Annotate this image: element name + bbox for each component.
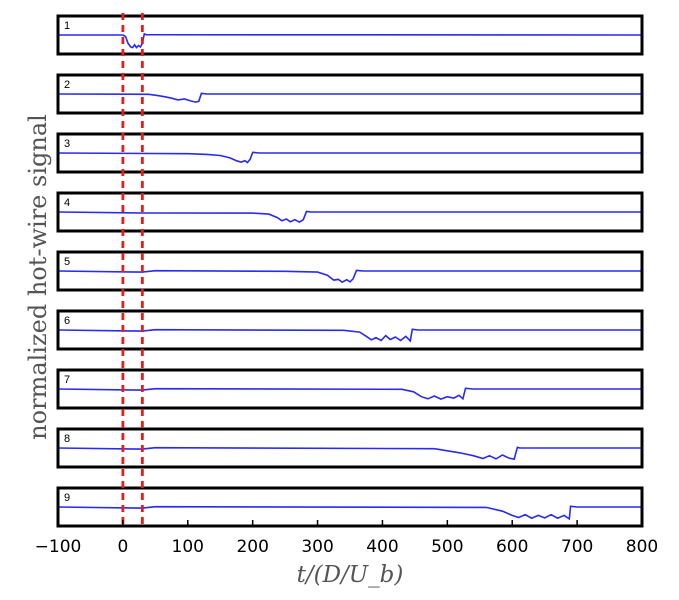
signal-trace-4	[57, 210, 642, 224]
panel-frame-9	[56, 486, 644, 528]
x-tick-label: 700	[561, 537, 593, 557]
panel-frame-7	[56, 368, 644, 410]
x-axis-ticks: −100 0 100 200 300 400 500 600 700 800	[35, 520, 658, 557]
time-markers	[121, 13, 144, 529]
traces-layer	[57, 32, 643, 521]
panel-label-6: 6	[64, 315, 70, 327]
panel-label-7: 7	[64, 374, 70, 386]
panel-label-8: 8	[64, 433, 70, 445]
panel-frame-4	[56, 191, 644, 233]
panel-label-3: 3	[64, 138, 70, 150]
x-tick-label: 300	[301, 537, 333, 557]
panel-frame-2	[56, 73, 644, 115]
panel-labels: 1 2 3 4 5 6 7 8 9	[64, 20, 70, 504]
panel-label-2: 2	[64, 79, 70, 91]
panel-label-5: 5	[64, 256, 70, 268]
signal-trace-7	[57, 387, 642, 401]
panel-frame-5	[56, 250, 644, 292]
x-tick-label: 500	[431, 537, 463, 557]
panel-frame-1	[56, 14, 644, 56]
panel-label-1: 1	[64, 20, 70, 32]
panel-label-9: 9	[64, 492, 70, 504]
x-tick-label: 800	[626, 537, 658, 557]
panel-frames	[56, 14, 644, 528]
x-tick-label: −100	[35, 537, 82, 557]
signal-trace-5	[57, 269, 642, 284]
x-tick-label: 0	[117, 537, 128, 557]
panel-frame-6	[56, 309, 644, 351]
x-axis-label: t/(D/U_b)	[297, 562, 404, 588]
signal-trace-3	[57, 151, 642, 164]
signal-trace-8	[57, 446, 642, 461]
signal-trace-2	[57, 92, 642, 103]
signal-trace-1	[58, 32, 643, 49]
signal-trace-9	[57, 505, 642, 521]
panel-label-4: 4	[64, 197, 70, 209]
signal-trace-6	[57, 328, 642, 343]
y-axis-label: normalized hot-wire signal	[24, 114, 52, 440]
x-tick-label: 400	[366, 537, 398, 557]
panel-frame-3	[56, 132, 644, 174]
x-tick-label: 600	[496, 537, 528, 557]
x-tick-label: 200	[236, 537, 268, 557]
panel-frame-8	[56, 427, 644, 469]
x-tick-label: 100	[172, 537, 204, 557]
